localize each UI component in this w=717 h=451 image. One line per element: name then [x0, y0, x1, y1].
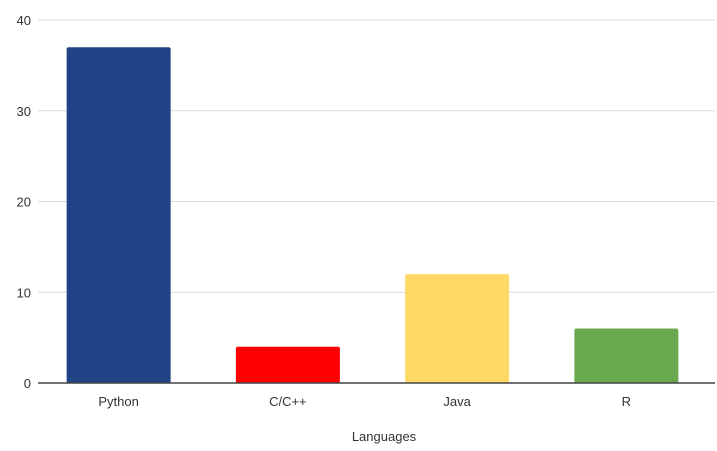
x-axis-label: Languages — [352, 429, 417, 444]
bar-c-c- — [235, 346, 340, 383]
x-axis-ticks: Python C/C++ Java R — [98, 394, 631, 409]
bars — [66, 47, 679, 383]
y-tick-label: 0 — [24, 376, 31, 391]
x-tick-label: Java — [443, 394, 471, 409]
bar-r — [574, 328, 679, 383]
y-tick-label: 40 — [17, 13, 31, 28]
y-axis-ticks: 0 10 20 30 40 — [17, 13, 31, 391]
x-tick-label: Python — [98, 394, 138, 409]
y-tick-label: 10 — [17, 285, 31, 300]
bar-python — [66, 47, 171, 383]
x-tick-label: C/C++ — [269, 394, 307, 409]
x-tick-label: R — [622, 394, 631, 409]
y-tick-label: 20 — [17, 195, 31, 210]
bar-java — [405, 274, 510, 383]
y-tick-label: 30 — [17, 104, 31, 119]
